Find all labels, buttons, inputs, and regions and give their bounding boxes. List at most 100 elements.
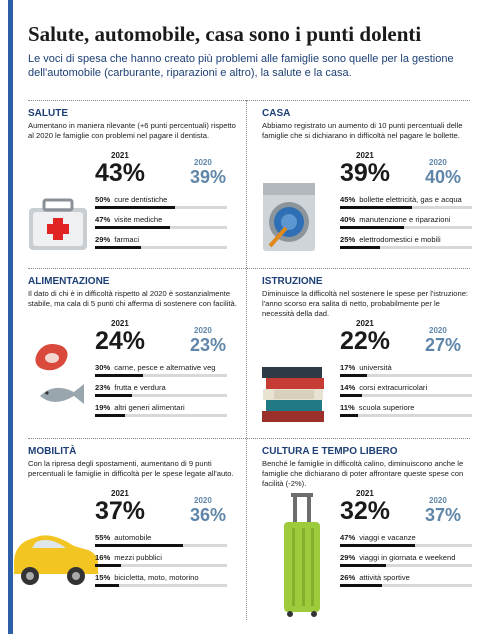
item-pct: 47% <box>340 533 356 542</box>
year-label: 2021 <box>111 319 129 328</box>
bar-track <box>95 246 227 249</box>
side-band <box>8 0 13 634</box>
food-icon-part <box>45 391 49 395</box>
car-icon-part <box>26 572 34 580</box>
panel-heading: SALUTE <box>28 108 68 119</box>
car-icon-part <box>32 540 66 548</box>
food-icon-part <box>45 353 59 363</box>
item-label: attività sportive <box>359 573 410 582</box>
item-pct: 40% <box>340 215 356 224</box>
item: 45% bollette elettricità, gas e acqua <box>340 195 462 204</box>
year-label: 2020 <box>194 158 212 167</box>
suitcase-icon-part <box>292 528 295 606</box>
item-pct: 29% <box>340 553 356 562</box>
bar <box>95 246 142 249</box>
current-pct: 32% <box>340 497 391 525</box>
item-label: automobile <box>114 533 152 542</box>
item-label: bollette elettricità, gas e acqua <box>359 195 462 204</box>
item: 47% visite mediche <box>95 215 162 224</box>
bar <box>95 206 175 209</box>
bar-track <box>340 394 472 397</box>
item-label: mezzi pubblici <box>114 553 162 562</box>
bar-track <box>340 246 472 249</box>
previous-pct: 36% <box>190 505 227 525</box>
item-label: visite mediche <box>114 215 163 224</box>
books-icon-part <box>262 411 324 422</box>
car-icon <box>14 535 98 585</box>
item: 30% carne, pesce e alternative veg <box>95 363 216 372</box>
divider <box>28 100 470 101</box>
bar-track <box>95 564 227 567</box>
item: 11% scuola superiore <box>340 403 415 412</box>
year-label: 2020 <box>429 158 447 167</box>
item: 25% elettrodomestici e mobili <box>340 235 441 244</box>
bar-track <box>340 564 472 567</box>
suitcase-icon-part <box>302 528 305 606</box>
books-icon <box>262 367 324 422</box>
item-pct: 55% <box>95 533 111 542</box>
item-label: università <box>359 363 392 372</box>
item-label: altri generi alimentari <box>114 403 185 412</box>
bar-track <box>95 374 227 377</box>
current-pct: 39% <box>340 159 391 187</box>
item-label: cure dentistiche <box>114 195 168 204</box>
year-label: 2020 <box>194 326 212 335</box>
washing-machine-icon <box>263 183 315 251</box>
suitcase-icon <box>284 493 320 617</box>
item: 29% farmaci <box>95 235 139 244</box>
panel-heading: ALIMENTAZIONE <box>28 276 110 287</box>
year-label: 2020 <box>429 326 447 335</box>
divider <box>28 438 470 439</box>
item: 15% bicicletta, moto, motorino <box>95 573 199 582</box>
bar <box>340 414 358 417</box>
previous-pct: 23% <box>190 335 227 355</box>
washing-machine-icon-part <box>281 214 297 230</box>
item-label: farmaci <box>114 235 140 244</box>
books-icon-part <box>262 367 322 378</box>
bar <box>340 394 363 397</box>
bar-track <box>340 226 472 229</box>
year-label: 2021 <box>356 319 374 328</box>
current-pct: 24% <box>95 327 146 355</box>
bar <box>340 544 416 547</box>
item-pct: 45% <box>340 195 356 204</box>
bar <box>340 564 387 567</box>
year-label: 2021 <box>356 151 374 160</box>
panel-heading: ISTRUZIONE <box>262 276 323 287</box>
washing-machine-icon-part <box>263 183 315 195</box>
item: 55% automobile <box>95 533 151 542</box>
item-label: manutenzione e riparazioni <box>359 215 451 224</box>
item-pct: 26% <box>340 573 356 582</box>
item: 23% frutta e verdura <box>95 383 166 392</box>
bar-track <box>340 374 472 377</box>
bar-track <box>95 394 227 397</box>
current-pct: 22% <box>340 327 391 355</box>
suitcase-icon-part <box>307 495 311 523</box>
panel-heading: CULTURA E TEMPO LIBERO <box>262 446 398 457</box>
bar <box>95 394 132 397</box>
year-label: 2021 <box>111 489 129 498</box>
current-pct: 43% <box>95 159 146 187</box>
car-icon-part <box>72 572 80 580</box>
books-icon-part <box>274 390 314 399</box>
panel-description: Con la ripresa degli spostamenti, aument… <box>28 459 234 478</box>
item: 50% cure dentistiche <box>95 195 167 204</box>
food-icon-part <box>40 384 84 404</box>
bar <box>95 564 121 567</box>
item-pct: 14% <box>340 383 356 392</box>
subtitle: Le voci di spesa che hanno creato più pr… <box>28 53 454 79</box>
bar <box>95 544 183 547</box>
item-label: bicicletta, moto, motorino <box>114 573 199 582</box>
panel-description: Aumentano in maniera rilevante (+6 punti… <box>28 121 236 140</box>
item-pct: 23% <box>95 383 111 392</box>
divider <box>246 100 247 620</box>
bar <box>340 226 404 229</box>
bar <box>340 374 368 377</box>
item-pct: 19% <box>95 403 111 412</box>
bar-track <box>95 414 227 417</box>
item-pct: 16% <box>95 553 111 562</box>
year-label: 2021 <box>111 151 129 160</box>
food-icon <box>35 344 84 404</box>
panel-heading: MOBILITÀ <box>28 446 77 457</box>
